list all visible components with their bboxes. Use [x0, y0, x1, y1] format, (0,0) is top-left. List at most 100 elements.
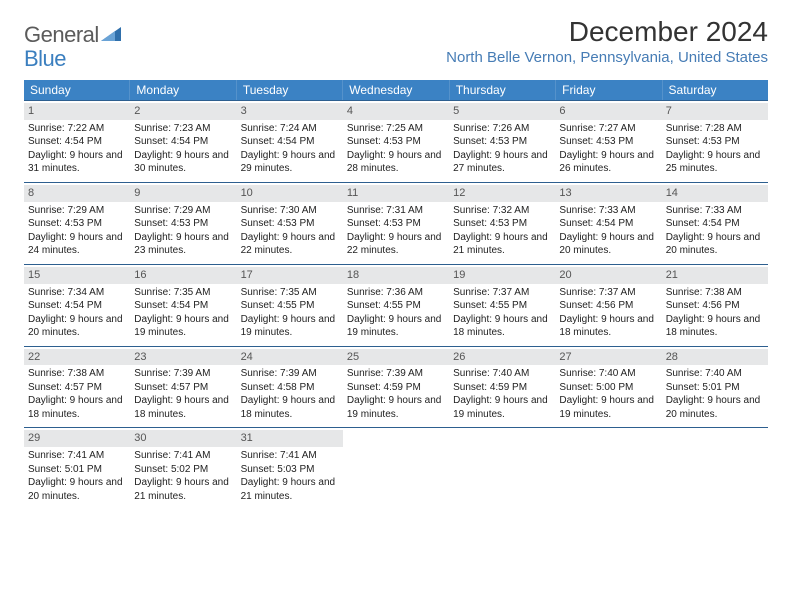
day-number-row: 4: [343, 103, 449, 120]
day-number: 15: [28, 269, 40, 281]
day-number: 10: [241, 187, 253, 199]
day-number-row: 6: [555, 103, 661, 120]
logo-text-blue: Blue: [24, 46, 66, 71]
sunset-text: Sunset: 4:54 PM: [134, 135, 232, 149]
day-number-row: 10: [237, 185, 343, 202]
day-number-row: 1: [24, 103, 130, 120]
sunrise-text: Sunrise: 7:41 AM: [134, 449, 232, 463]
sunrise-text: Sunrise: 7:40 AM: [453, 367, 551, 381]
daylight-text: Daylight: 9 hours and 21 minutes.: [453, 231, 551, 258]
sunset-text: Sunset: 4:53 PM: [134, 217, 232, 231]
day-cell: 23Sunrise: 7:39 AMSunset: 4:57 PMDayligh…: [130, 347, 236, 428]
sunset-text: Sunset: 5:02 PM: [134, 463, 232, 477]
sunset-text: Sunset: 4:53 PM: [453, 217, 551, 231]
day-number-row: 25: [343, 349, 449, 366]
sunrise-text: Sunrise: 7:39 AM: [134, 367, 232, 381]
day-cell: 14Sunrise: 7:33 AMSunset: 4:54 PMDayligh…: [662, 183, 768, 264]
sunset-text: Sunset: 4:54 PM: [241, 135, 339, 149]
day-number: 4: [347, 105, 353, 117]
daylight-text: Daylight: 9 hours and 20 minutes.: [666, 231, 764, 258]
sunset-text: Sunset: 5:03 PM: [241, 463, 339, 477]
week-row: 29Sunrise: 7:41 AMSunset: 5:01 PMDayligh…: [24, 427, 768, 509]
day-number-row: 16: [130, 267, 236, 284]
day-header-tuesday: Tuesday: [237, 80, 343, 100]
daylight-text: Daylight: 9 hours and 20 minutes.: [559, 231, 657, 258]
sunrise-text: Sunrise: 7:32 AM: [453, 204, 551, 218]
daylight-text: Daylight: 9 hours and 19 minutes.: [453, 394, 551, 421]
sunset-text: Sunset: 4:55 PM: [241, 299, 339, 313]
day-number: 13: [559, 187, 571, 199]
sunset-text: Sunset: 4:53 PM: [559, 135, 657, 149]
day-number: 1: [28, 105, 34, 117]
month-title: December 2024: [446, 16, 768, 48]
day-header-row: Sunday Monday Tuesday Wednesday Thursday…: [24, 80, 768, 100]
day-number-row: 11: [343, 185, 449, 202]
sunset-text: Sunset: 5:01 PM: [28, 463, 126, 477]
day-cell: 6Sunrise: 7:27 AMSunset: 4:53 PMDaylight…: [555, 101, 661, 182]
daylight-text: Daylight: 9 hours and 21 minutes.: [134, 476, 232, 503]
day-number: 19: [453, 269, 465, 281]
sunset-text: Sunset: 4:57 PM: [28, 381, 126, 395]
day-header-friday: Friday: [556, 80, 662, 100]
sunrise-text: Sunrise: 7:38 AM: [666, 286, 764, 300]
sunrise-text: Sunrise: 7:36 AM: [347, 286, 445, 300]
day-cell: 10Sunrise: 7:30 AMSunset: 4:53 PMDayligh…: [237, 183, 343, 264]
day-number-row: 21: [662, 267, 768, 284]
day-number-row: 12: [449, 185, 555, 202]
day-cell: 21Sunrise: 7:38 AMSunset: 4:56 PMDayligh…: [662, 265, 768, 346]
day-number-row: 2: [130, 103, 236, 120]
sunset-text: Sunset: 4:57 PM: [134, 381, 232, 395]
day-number-row: 18: [343, 267, 449, 284]
day-cell: 8Sunrise: 7:29 AMSunset: 4:53 PMDaylight…: [24, 183, 130, 264]
day-number-row: 5: [449, 103, 555, 120]
day-number: 16: [134, 269, 146, 281]
sunrise-text: Sunrise: 7:29 AM: [134, 204, 232, 218]
day-cell: 12 Sunrise: 7:32 AMSunset: 4:53 PMDayligh…: [449, 183, 555, 264]
day-number: 11: [347, 187, 358, 199]
day-number-row: 3: [237, 103, 343, 120]
daylight-text: Daylight: 9 hours and 31 minutes.: [28, 149, 126, 176]
sunrise-text: Sunrise: 7:35 AM: [241, 286, 339, 300]
daylight-text: Daylight: 9 hours and 18 minutes.: [134, 394, 232, 421]
sunrise-text: Sunrise: 7:41 AM: [241, 449, 339, 463]
sunset-text: Sunset: 4:53 PM: [241, 217, 339, 231]
day-cell: 5Sunrise: 7:26 AMSunset: 4:53 PMDaylight…: [449, 101, 555, 182]
sunset-text: Sunset: 4:54 PM: [134, 299, 232, 313]
daylight-text: Daylight: 9 hours and 18 minutes.: [241, 394, 339, 421]
day-number-row: 13: [555, 185, 661, 202]
day-number-row: 28: [662, 349, 768, 366]
day-cell: 9Sunrise: 7:29 AMSunset: 4:53 PMDaylight…: [130, 183, 236, 264]
sunrise-text: Sunrise: 7:28 AM: [666, 122, 764, 136]
sunset-text: Sunset: 4:56 PM: [666, 299, 764, 313]
day-number: 2: [134, 105, 140, 117]
daylight-text: Daylight: 9 hours and 19 minutes.: [241, 313, 339, 340]
day-cell: 25Sunrise: 7:39 AMSunset: 4:59 PMDayligh…: [343, 347, 449, 428]
day-number: 8: [28, 187, 34, 199]
daylight-text: Daylight: 9 hours and 18 minutes.: [28, 394, 126, 421]
sunrise-text: Sunrise: 7:24 AM: [241, 122, 339, 136]
day-cell: 2Sunrise: 7:23 AMSunset: 4:54 PMDaylight…: [130, 101, 236, 182]
day-cell: 11Sunrise: 7:31 AMSunset: 4:53 PMDayligh…: [343, 183, 449, 264]
sunset-text: Sunset: 5:00 PM: [559, 381, 657, 395]
logo-text-general: General: [24, 22, 99, 48]
logo: General: [24, 16, 121, 48]
week-row: 22Sunrise: 7:38 AMSunset: 4:57 PMDayligh…: [24, 346, 768, 428]
sunset-text: Sunset: 4:59 PM: [453, 381, 551, 395]
day-number-row: 17: [237, 267, 343, 284]
sunrise-text: Sunrise: 7:27 AM: [559, 122, 657, 136]
sunrise-text: Sunrise: 7:39 AM: [347, 367, 445, 381]
day-cell: 22Sunrise: 7:38 AMSunset: 4:57 PMDayligh…: [24, 347, 130, 428]
daylight-text: Daylight: 9 hours and 24 minutes.: [28, 231, 126, 258]
daylight-text: Daylight: 9 hours and 21 minutes.: [241, 476, 339, 503]
daylight-text: Daylight: 9 hours and 22 minutes.: [241, 231, 339, 258]
day-number-row: 30: [130, 430, 236, 447]
daylight-text: Daylight: 9 hours and 20 minutes.: [28, 476, 126, 503]
sunset-text: Sunset: 5:01 PM: [666, 381, 764, 395]
daylight-text: Daylight: 9 hours and 29 minutes.: [241, 149, 339, 176]
sunrise-text: Sunrise: 7:31 AM: [347, 204, 445, 218]
day-cell: [662, 428, 768, 509]
day-number-row: 27: [555, 349, 661, 366]
day-cell: [449, 428, 555, 509]
title-block: December 2024 North Belle Vernon, Pennsy…: [446, 16, 768, 66]
sunrise-text: Sunrise: 7:23 AM: [134, 122, 232, 136]
